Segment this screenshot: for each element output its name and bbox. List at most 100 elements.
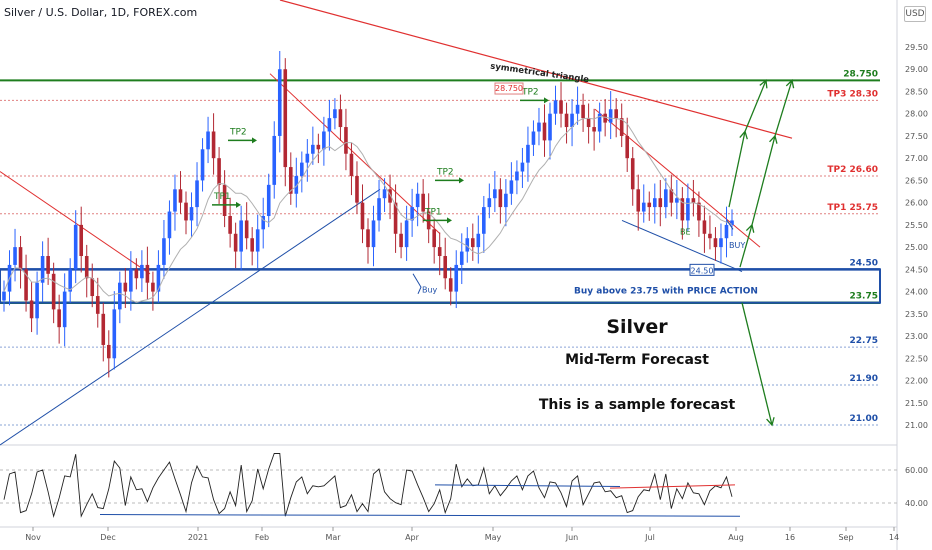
candle-body <box>239 220 243 252</box>
candle-body <box>520 162 525 172</box>
candle-body <box>344 127 348 154</box>
rsi-trend-line <box>434 484 621 487</box>
candle-body <box>73 224 78 270</box>
candle-body <box>62 291 67 328</box>
tp-label: TP1 <box>424 207 442 217</box>
candles <box>2 51 734 378</box>
tp-arrowhead <box>459 177 464 184</box>
price-tick-label: 24.00 <box>905 288 928 297</box>
time-tick-label: Mar <box>325 533 341 542</box>
triangle-upper-line <box>279 0 793 139</box>
moving-average-line <box>3 115 733 303</box>
candle-body <box>410 207 414 221</box>
candle-body <box>24 269 28 301</box>
forecast-arrow-up-head <box>759 79 768 89</box>
candle-body <box>697 202 701 221</box>
price-tick-label: 23.00 <box>905 332 928 341</box>
candle-body <box>261 215 266 230</box>
price-tick-label: 25.50 <box>905 221 928 230</box>
candle-body <box>597 113 602 132</box>
candle-body <box>713 238 718 248</box>
candle-body <box>371 220 376 248</box>
time-axis[interactable]: Nov Dec 2021 Feb Mar Apr May Jun Jul Aug 16 Sep 14 <box>25 527 899 542</box>
candle-body <box>46 256 50 274</box>
candle-body <box>90 278 95 297</box>
currency-badge[interactable]: USD <box>904 6 926 22</box>
forecast-arrows: Silver Mid-Term Forecast This is a sample … <box>539 79 795 427</box>
candle-body <box>233 233 238 252</box>
forecast-note: This is a sample forecast <box>539 397 736 413</box>
candle-body <box>316 144 321 150</box>
candle-body <box>592 127 596 132</box>
price-tag: 24.50 <box>691 266 714 275</box>
candle-body <box>702 220 707 234</box>
candle-body <box>51 273 56 310</box>
candle-body <box>470 238 475 248</box>
tp-label: TP2 <box>436 167 454 177</box>
tp-label: TP1 <box>213 192 231 202</box>
candle-body <box>415 193 420 208</box>
price-tick-label: 25.00 <box>905 243 928 252</box>
candle-body <box>84 256 89 279</box>
candle-body <box>40 256 45 283</box>
candle-body <box>724 224 729 239</box>
level-label: 23.75 <box>850 292 878 302</box>
forecast-arrow-up <box>739 224 753 268</box>
candle-body <box>145 264 150 283</box>
candle-body <box>548 113 552 141</box>
time-tick-label: Sep <box>838 533 853 542</box>
candle-body <box>200 149 205 181</box>
candle-body <box>167 211 172 239</box>
level-label: 28.750 <box>843 69 878 79</box>
candle-body <box>658 198 663 208</box>
candle-body <box>564 113 569 128</box>
candle-body <box>140 264 144 279</box>
forecast-arrow-up <box>751 135 776 226</box>
candle-body <box>266 184 271 216</box>
price-axis[interactable]: 29.50 29.00 28.50 28.00 27.50 27.00 26.50 26.00… <box>905 43 928 430</box>
candle-body <box>35 282 39 319</box>
candle-body <box>652 198 657 208</box>
candle-body <box>68 269 72 292</box>
candle-body <box>106 344 111 359</box>
candle-body <box>112 309 117 359</box>
buy-arrow <box>726 220 734 230</box>
candle-body <box>393 202 398 234</box>
tp-arrowhead <box>252 137 257 144</box>
time-tick-label: May <box>485 533 502 542</box>
time-tick-label: Aug <box>728 533 744 542</box>
level-label: TP2 26.60 <box>827 165 878 175</box>
candle-body <box>156 264 161 292</box>
tp-label: TP2 <box>521 87 539 97</box>
candle-body <box>18 247 23 270</box>
level-label: TP3 28.30 <box>827 89 878 99</box>
candle-body <box>553 100 558 114</box>
candle-body <box>173 189 177 212</box>
candle-body <box>498 189 503 208</box>
buy-label: BUY <box>729 241 745 250</box>
candle-body <box>515 171 519 181</box>
forecast-arrow-up-head <box>785 79 795 89</box>
candle-body <box>531 131 536 145</box>
candle-body <box>294 175 299 194</box>
candle-body <box>437 247 442 257</box>
trendline-blue <box>621 219 743 273</box>
candle-body <box>581 104 585 119</box>
trendline-blue <box>0 188 381 446</box>
candle-body <box>288 167 293 194</box>
candle-body <box>680 198 685 221</box>
rsi-resistance-line <box>609 484 736 489</box>
candle-body <box>250 238 254 252</box>
candle-body <box>482 207 486 234</box>
candle-body <box>399 233 403 248</box>
price-tag-box <box>494 82 524 95</box>
candle-body <box>322 131 326 150</box>
candle-body <box>625 135 630 159</box>
time-tick-label: 2021 <box>188 533 208 542</box>
candle-body <box>123 282 128 292</box>
buy-zone-text: Buy above 23.75 with PRICE ACTION <box>574 287 758 297</box>
trendline-red <box>269 73 441 235</box>
time-tick-label: 16 <box>785 533 795 542</box>
